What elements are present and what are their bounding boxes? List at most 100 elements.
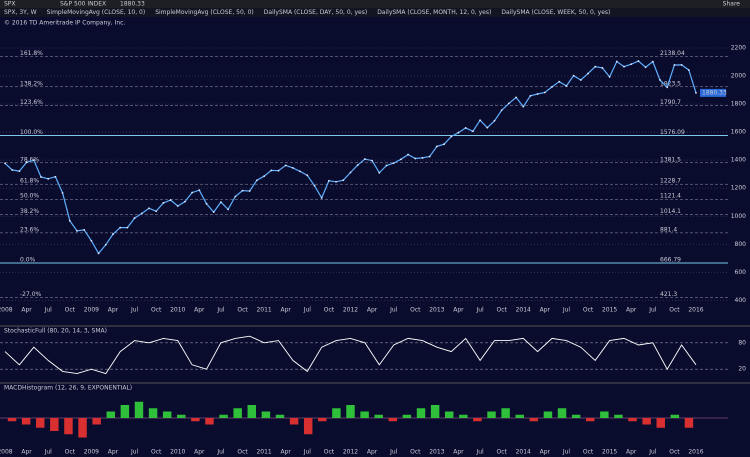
price-point: [256, 179, 258, 182]
price-point: [644, 66, 647, 69]
macd-bar: [656, 418, 665, 428]
time-label: Apr: [453, 449, 464, 456]
macd-bar: [332, 408, 341, 418]
macd-bar: [21, 418, 31, 425]
macd-bar: [571, 414, 581, 418]
macd-bar: [684, 418, 694, 428]
price-point: [421, 157, 424, 159]
price-point: [536, 93, 539, 95]
time-label: Jul: [130, 307, 139, 314]
time-label: Apr: [626, 307, 637, 314]
macd-bar: [162, 411, 172, 418]
last-price: 1880.33: [120, 1, 145, 8]
price-point: [385, 164, 388, 167]
price-point: [227, 208, 230, 211]
study-label: SimpleMovingAvg (CLOSE, 50, 0): [155, 9, 254, 16]
price-point: [263, 175, 266, 178]
symbol[interactable]: SPX: [4, 1, 16, 8]
share-button[interactable]: Share: [723, 1, 741, 8]
price-point: [68, 219, 71, 222]
time-label: 2010: [170, 449, 185, 456]
time-label: 2013: [429, 307, 444, 314]
price-point: [205, 202, 208, 205]
price-point: [328, 179, 330, 182]
time-label: Apr: [367, 307, 378, 314]
time-label: 2016: [688, 307, 703, 314]
y-tick-label: 1200: [731, 185, 746, 192]
fib-label: 161.8%: [20, 50, 43, 57]
price-point: [61, 192, 64, 194]
price-point: [608, 76, 611, 78]
macd-bar: [134, 401, 144, 418]
price-point: [54, 175, 57, 178]
price-point: [162, 202, 165, 204]
fib-price: 1790.7: [660, 99, 681, 106]
price-point: [270, 169, 273, 172]
fib-label: 138.2%: [20, 80, 43, 87]
time-label: Apr: [108, 449, 119, 456]
time-label: Oct: [65, 449, 76, 456]
price-point: [320, 196, 323, 199]
macd-bar: [7, 418, 17, 422]
fib-label: 38.2%: [20, 208, 39, 215]
fib-label: 123.6%: [20, 99, 43, 106]
price-point: [133, 217, 136, 219]
stoch-tick-label: 20: [738, 366, 746, 373]
price-point: [104, 243, 107, 246]
time-label: Oct: [151, 449, 162, 456]
macd-bar: [318, 418, 327, 422]
study-label: SPX, 3Y, W: [4, 9, 37, 16]
price-point: [443, 143, 445, 146]
price-point: [212, 211, 215, 213]
time-label: 2013: [429, 449, 444, 456]
stoch-tick-label: 80: [738, 339, 746, 346]
price-point: [335, 180, 338, 183]
time-label: Apr: [194, 449, 205, 456]
price-point: [292, 166, 294, 169]
price-point: [601, 67, 604, 69]
macd-bar: [275, 414, 285, 418]
macd-bar: [120, 405, 130, 418]
price-point: [687, 69, 690, 71]
price-point: [119, 226, 122, 229]
price-point: [659, 79, 661, 81]
price-point: [435, 145, 438, 148]
price-point: [515, 96, 517, 99]
price-point: [587, 72, 589, 75]
fib-price: 666.79: [660, 256, 681, 263]
price-point: [363, 158, 366, 160]
price-point: [529, 94, 532, 97]
price-point: [342, 179, 345, 182]
macd-bar: [473, 418, 482, 422]
price-point: [184, 200, 186, 203]
fib-label: 0.0%: [20, 256, 36, 263]
time-label: 2016: [688, 449, 703, 456]
price-point: [673, 64, 676, 66]
time-label: Apr: [626, 449, 637, 456]
time-label: Oct: [65, 307, 76, 314]
price-point: [399, 158, 402, 161]
price-point: [47, 177, 50, 180]
time-label: Apr: [367, 449, 378, 456]
macd-title: MACDHistogram (12, 26, 9, EXPONENTIAL): [4, 385, 132, 392]
fib-price: 1576.09: [660, 129, 685, 136]
y-tick-label: 1000: [731, 213, 746, 220]
macd-bar: [501, 408, 510, 418]
macd-bar: [586, 418, 595, 422]
price-point: [11, 169, 14, 171]
studies-list: SPX, 3Y, W SimpleMovingAvg (CLOSE, 10, 0)…: [4, 9, 610, 16]
price-point: [493, 119, 496, 122]
studies-bar: [0, 8, 750, 17]
macd-bar: [92, 418, 101, 425]
study-label: SimpleMovingAvg (CLOSE, 10, 0): [47, 9, 146, 16]
y-tick-label: 600: [735, 269, 747, 276]
time-label: Jul: [44, 307, 53, 314]
macd-bar: [78, 418, 87, 438]
price-point: [500, 109, 503, 112]
time-label: Jul: [475, 449, 484, 456]
time-label: Oct: [410, 307, 421, 314]
fib-label: 100.0%: [20, 129, 43, 136]
price-point: [191, 191, 194, 194]
y-tick-label: 400: [735, 297, 747, 304]
time-label: 2012: [343, 307, 358, 314]
